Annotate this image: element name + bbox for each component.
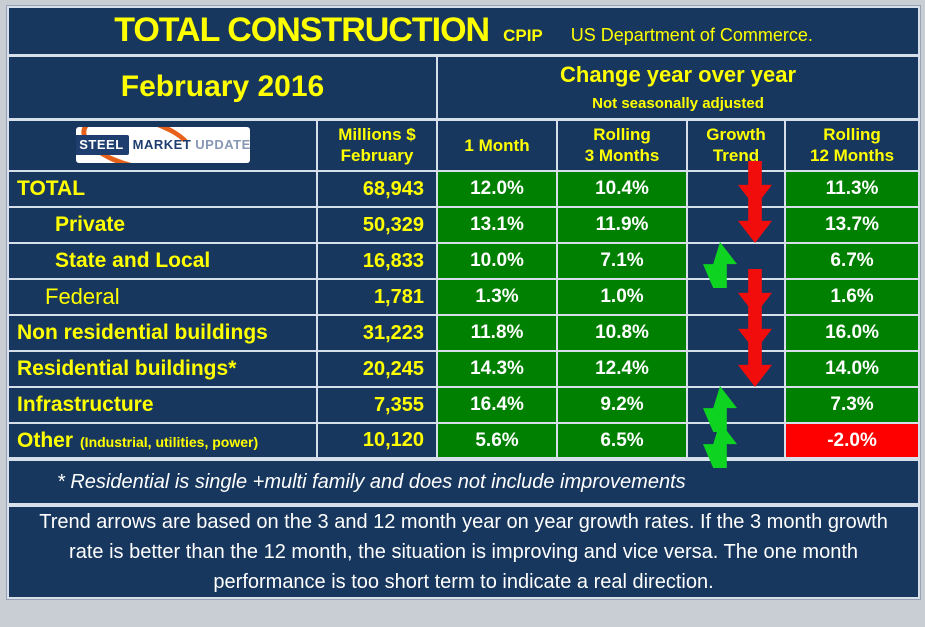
pct-3months: 9.2% (556, 386, 688, 424)
trend-cell (686, 242, 786, 288)
row-label: Residential buildings* (7, 350, 318, 388)
logo-cell: STEEL MARKET UPDATE (7, 118, 318, 172)
pct-12months: 1.6% (783, 278, 921, 316)
trend-cell (686, 197, 786, 244)
row-label: Other (Industrial, utilities, power) (7, 422, 318, 460)
table-row-nonresidential: Non residential buildings 31,223 11.8% 1… (7, 305, 921, 352)
row-label: Infrastructure (7, 386, 318, 424)
period-month: February 2016 (120, 70, 325, 103)
pct-1month: 13.1% (436, 206, 558, 244)
pct-12months: 14.0% (783, 350, 921, 388)
millions-value: 16,833 (316, 242, 438, 280)
title-source: US Department of Commerce. (570, 25, 813, 46)
millions-value: 20,245 (316, 350, 438, 388)
col-header-3months: Rolling 3 Months (556, 118, 688, 172)
pct-12months: 11.3% (783, 170, 921, 208)
table-row-infrastructure: Infrastructure 7,355 16.4% 9.2% 7.3% (7, 386, 921, 432)
header-row: STEEL MARKET UPDATE Millions $ February … (7, 118, 921, 172)
pct-1month: 16.4% (436, 386, 558, 424)
logo-market-text: MARKET (132, 137, 192, 153)
table-row-state-local: State and Local 16,833 10.0% 7.1% 6.7% (7, 242, 921, 288)
col-header-growth-trend: Growth Trend (686, 118, 786, 172)
pct-3months: 7.1% (556, 242, 688, 280)
col-header-1month: 1 Month (436, 118, 558, 172)
pct-12months: 16.0% (783, 314, 921, 352)
change-title: Change year over year (560, 62, 797, 87)
title-band: TOTAL CONSTRUCTION CPIP US Department of… (6, 6, 921, 57)
note-band: Trend arrows are based on the 3 and 12 m… (6, 504, 921, 599)
millions-value: 31,223 (316, 314, 438, 352)
row-label: Non residential buildings (7, 314, 318, 352)
pct-1month: 10.0% (436, 242, 558, 280)
pct-12months: 7.3% (783, 386, 921, 424)
logo-steel-text: STEEL (75, 135, 129, 156)
pct-3months: 10.8% (556, 314, 688, 352)
pct-1month: 14.3% (436, 350, 558, 388)
table-row-total: TOTAL 68,943 12.0% 10.4% 11.3% (7, 161, 921, 208)
page-title: TOTAL CONSTRUCTION (114, 11, 490, 50)
trend-cell (686, 422, 786, 468)
row-label-suffix: (Industrial, utilities, power) (80, 433, 259, 450)
millions-value: 50,329 (316, 206, 438, 244)
millions-value: 68,943 (316, 170, 438, 208)
pct-1month: 12.0% (436, 170, 558, 208)
col-header-12months: Rolling 12 Months (783, 118, 921, 172)
pct-3months: 6.5% (556, 422, 688, 460)
pct-1month: 5.6% (436, 422, 558, 460)
table-row-other: Other (Industrial, utilities, power) 10,1… (7, 422, 921, 468)
trend-cell (686, 341, 786, 388)
pct-12months: 13.7% (783, 206, 921, 244)
table-row-private: Private 50,329 13.1% 11.9% 13.7% (7, 197, 921, 244)
title-tag: CPIP (503, 26, 543, 46)
col-header-millions: Millions $ February (316, 118, 438, 172)
residential-footnote: * Residential is single +multi family an… (57, 470, 686, 493)
logo-update-text: UPDATE (195, 137, 250, 153)
row-label: Federal (7, 278, 318, 316)
construction-table: TOTAL CONSTRUCTION CPIP US Department of… (5, 5, 922, 600)
table-row-federal: Federal 1,781 1.3% 1.0% 1.6% (7, 269, 921, 316)
change-subtitle: Not seasonally adjusted (592, 95, 764, 112)
pct-12months: -2.0% (783, 422, 921, 460)
millions-value: 1,781 (316, 278, 438, 316)
title-row: TOTAL CONSTRUCTION CPIP US Department of… (9, 11, 918, 50)
pct-12months: 6.7% (783, 242, 921, 280)
period-band: February 2016 Change year over year Not … (7, 54, 921, 121)
trend-cell (686, 161, 786, 208)
row-label: State and Local (7, 242, 318, 280)
pct-3months: 1.0% (556, 278, 688, 316)
trend-cell (686, 305, 786, 352)
millions-value: 7,355 (316, 386, 438, 424)
pct-1month: 11.8% (436, 314, 558, 352)
pct-1month: 1.3% (436, 278, 558, 316)
trend-explanation-note: Trend arrows are based on the 3 and 12 m… (39, 511, 888, 593)
pct-3months: 12.4% (556, 350, 688, 388)
trend-cell (686, 386, 786, 432)
pct-3months: 11.9% (556, 206, 688, 244)
steel-market-update-logo: STEEL MARKET UPDATE (75, 127, 250, 164)
millions-value: 10,120 (316, 422, 438, 460)
trend-cell (686, 269, 786, 316)
pct-3months: 10.4% (556, 170, 688, 208)
row-label: TOTAL (7, 170, 318, 208)
table-row-residential: Residential buildings* 20,245 14.3% 12.4… (7, 341, 921, 388)
row-label: Private (7, 206, 318, 244)
footnote-band: * Residential is single +multi family an… (6, 457, 921, 507)
